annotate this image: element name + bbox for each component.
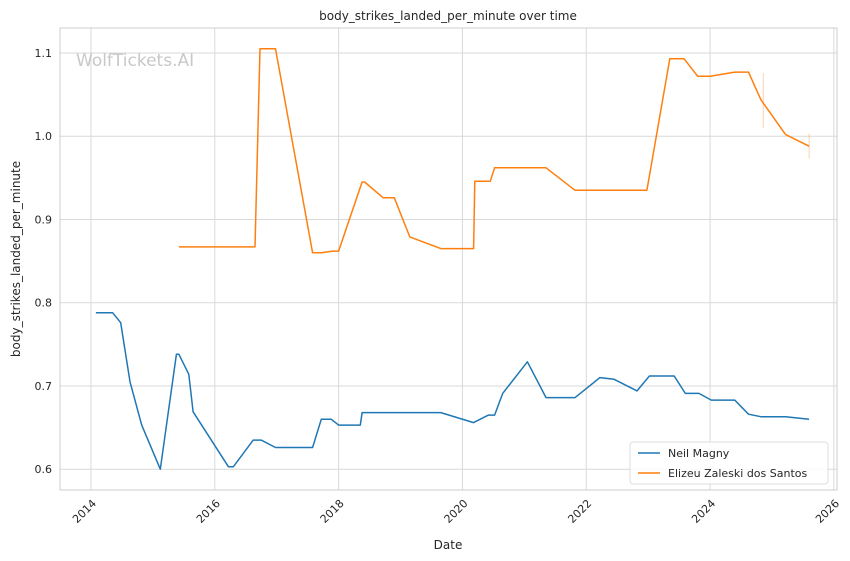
- legend-label: Elizeu Zaleski dos Santos: [668, 467, 808, 480]
- y-tick-label: 1.1: [35, 47, 53, 60]
- series-layer: [95, 48, 810, 470]
- y-axis-ticks: 0.6 0.7 0.8 0.9 1.0 1.1: [35, 47, 53, 476]
- y-tick-label: 0.6: [35, 463, 53, 476]
- y-tick-label: 1.0: [35, 130, 53, 143]
- legend-box: [629, 441, 829, 485]
- y-axis-label: body_strikes_landed_per_minute: [9, 161, 23, 357]
- x-axis-label: Date: [434, 538, 463, 552]
- watermark-text: WolfTickets.AI: [76, 51, 194, 71]
- plot-frame: [59, 27, 838, 491]
- series-line-2: [178, 48, 810, 254]
- series-line-1: [95, 311, 810, 470]
- legend: Neil Magny Elizeu Zaleski dos Santos: [629, 441, 829, 485]
- legend-label: Neil Magny: [668, 447, 730, 460]
- y-tick-label: 0.9: [35, 213, 53, 226]
- chart-title: body_strikes_landed_per_minute over time: [319, 9, 577, 23]
- y-tick-label: 0.7: [35, 380, 53, 393]
- y-tick-label: 0.8: [35, 297, 53, 310]
